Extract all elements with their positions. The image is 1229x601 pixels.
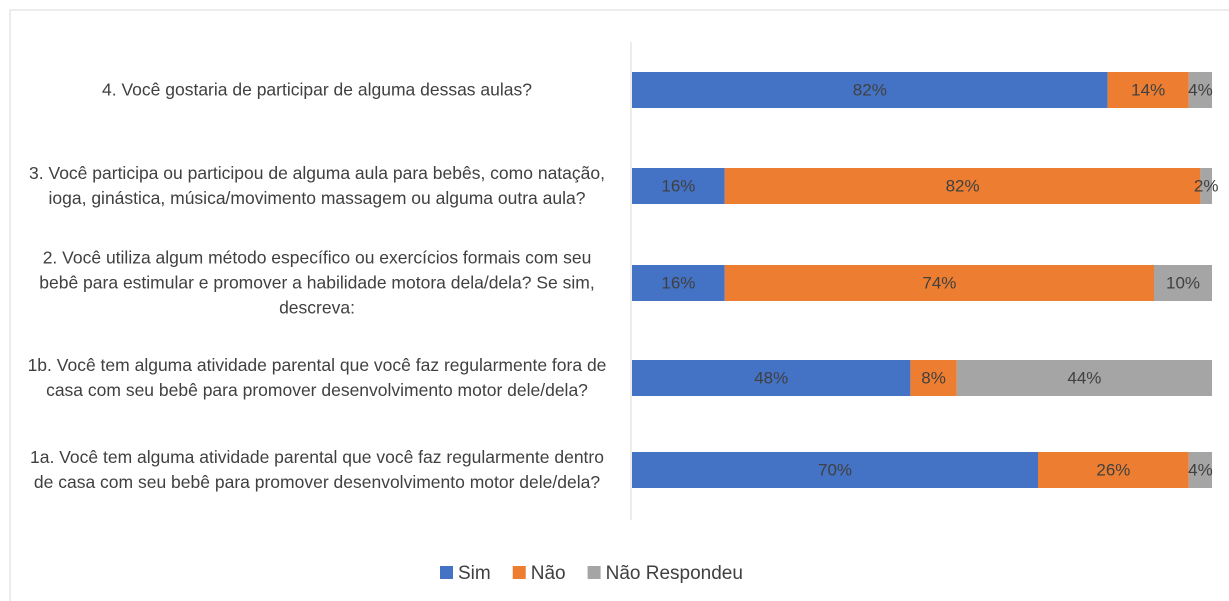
bar-segment (1188, 452, 1212, 488)
data-label: 4% (1188, 460, 1213, 479)
category-label: 4. Você gostaria de participar de alguma… (22, 78, 612, 103)
category-label: 1a. Você tem alguma atividade parental q… (22, 445, 612, 495)
data-label: 16% (661, 273, 695, 292)
category-label: 1b. Você tem alguma atividade parental q… (22, 353, 612, 403)
legend-swatch (587, 566, 601, 579)
data-label: 82% (853, 80, 887, 99)
bar-segment (1188, 72, 1212, 108)
bar-segment (724, 168, 1201, 204)
data-label: 14% (1131, 80, 1165, 99)
category-label: 2. Você utiliza algum método específico … (22, 246, 612, 321)
category-text: 1a. Você tem alguma atividade parental q… (30, 447, 604, 492)
category-label: 3. Você participa ou participou de algum… (22, 161, 612, 211)
data-label: 2% (1194, 176, 1219, 195)
data-label: 44% (1067, 368, 1101, 387)
data-label: 82% (946, 176, 980, 195)
bar-segment (724, 265, 1154, 301)
data-label: 4% (1188, 80, 1213, 99)
data-label: 10% (1166, 273, 1200, 292)
bar-segment (632, 265, 725, 301)
legend-swatch (512, 566, 526, 579)
data-label: 48% (754, 368, 788, 387)
bar-segment (632, 452, 1038, 488)
bar-segment (1038, 452, 1189, 488)
data-label: 74% (922, 273, 956, 292)
legend-label: Não (531, 563, 566, 584)
chart-frame (9, 9, 1229, 601)
category-text: 4. Você gostaria de participar de alguma… (102, 79, 532, 100)
bar-segment (1200, 168, 1212, 204)
data-label: 70% (818, 460, 852, 479)
data-label: 16% (661, 176, 695, 195)
bar-segment (1107, 72, 1189, 108)
category-text: 3. Você participa ou participou de algum… (29, 163, 605, 208)
bar-segment (910, 360, 957, 396)
legend-label: Sim (458, 563, 491, 584)
category-text: 2. Você utiliza algum método específico … (39, 247, 595, 318)
category-text: 1b. Você tem alguma atividade parental q… (27, 355, 607, 400)
data-label: 26% (1096, 460, 1130, 479)
legend-swatch (440, 566, 453, 579)
bar-segment (632, 168, 725, 204)
data-label: 8% (921, 368, 946, 387)
legend-label: Não Respondeu (606, 563, 743, 584)
bar-segment (1154, 265, 1212, 301)
bar-segment (632, 360, 911, 396)
bar-segment (956, 360, 1212, 396)
bar-segment (632, 72, 1108, 108)
